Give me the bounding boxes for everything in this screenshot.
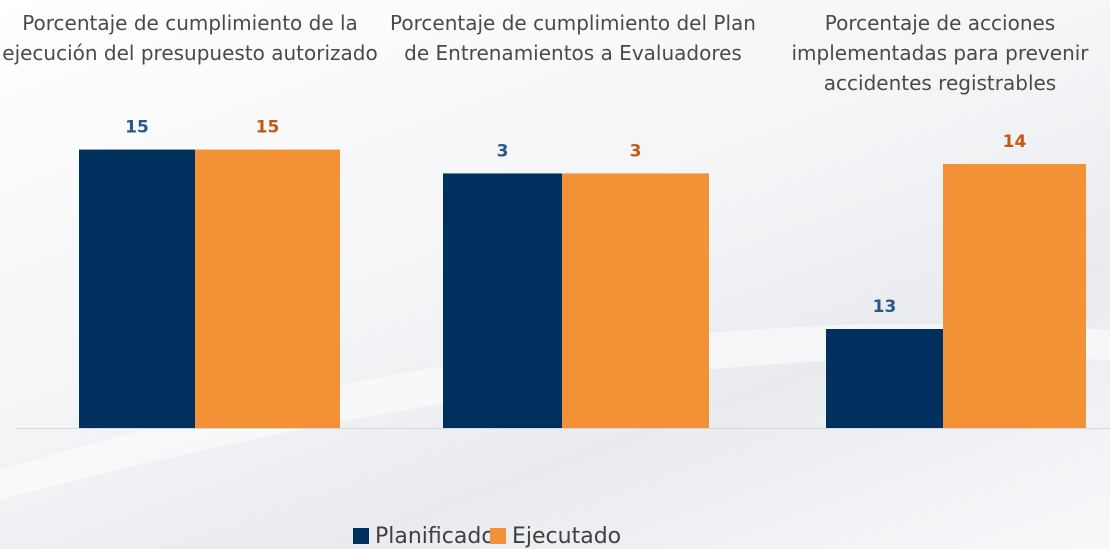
chart-title: Porcentaje de cumplimiento de la ejecuci… xyxy=(2,11,378,65)
chart-title: Porcentaje de acciones implementadas par… xyxy=(791,11,1089,95)
chart-title: Porcentaje de cumplimiento del Plan de E… xyxy=(390,11,756,65)
legend-swatch xyxy=(490,528,506,544)
bar xyxy=(562,173,709,428)
bar xyxy=(943,164,1086,428)
value-label: 14 xyxy=(1003,132,1027,152)
value-label: 3 xyxy=(497,141,509,161)
bar xyxy=(826,329,943,428)
value-label: 15 xyxy=(125,118,149,138)
value-label: 15 xyxy=(256,118,280,138)
value-label: 3 xyxy=(630,141,642,161)
bar xyxy=(195,149,340,428)
legend-swatch xyxy=(353,528,369,544)
bar xyxy=(79,149,195,428)
legend-label: Ejecutado xyxy=(512,524,621,549)
value-label: 13 xyxy=(873,297,897,317)
bar xyxy=(443,173,562,428)
legend-label: Planificado xyxy=(375,524,495,549)
